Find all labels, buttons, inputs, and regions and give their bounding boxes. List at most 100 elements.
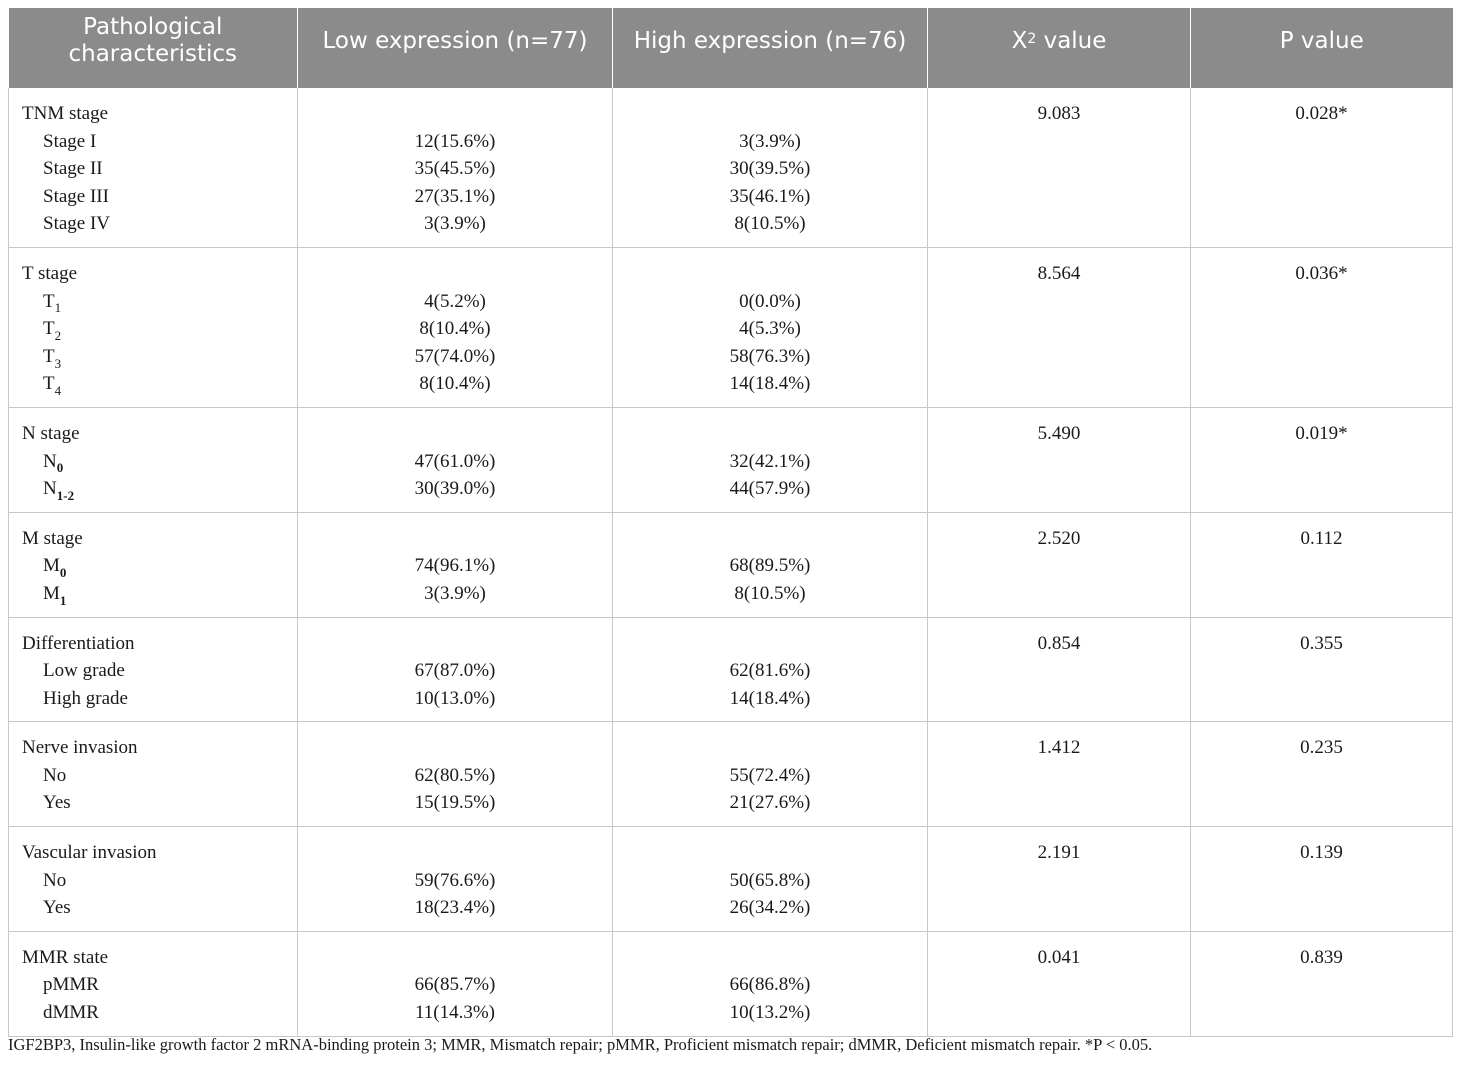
row-label: pMMR (43, 974, 99, 996)
row-label: Yes (43, 792, 71, 814)
row-label: T1 (43, 290, 62, 316)
low-expression-value: 4(5.2%) (424, 290, 486, 312)
low-expression-value: 3(3.9%) (424, 582, 486, 604)
high-expression-value: 14(18.4%) (729, 373, 811, 395)
low-expression-value: 66(85.7%) (414, 974, 496, 996)
high-expression-value: 62(81.6%) (729, 660, 811, 682)
low-expression-value: 67(87.0%) (414, 660, 496, 682)
low-expression-value: 8(10.4%) (419, 373, 491, 395)
table-group-row: Differentiation Low grade High grade 67(87.… (8, 617, 1453, 723)
low-expression-cell: 59(76.6%) 18(23.4%) (297, 826, 613, 932)
table-container: Pathological characteristics Low express… (8, 8, 1453, 1037)
high-expression-value: 14(18.4%) (729, 687, 811, 709)
high-expression-value: 50(65.8%) (729, 869, 811, 891)
low-expression-value: 27(35.1%) (414, 185, 496, 207)
row-label: Low grade (43, 660, 125, 682)
row-label: High grade (43, 687, 128, 709)
table-group-row: MMR state pMMR dMMR 66(85.7%) 11(14.3%) 66(86… (8, 931, 1453, 1037)
low-expression-value: 47(61.0%) (414, 450, 496, 472)
group-title: TNM stage (22, 103, 109, 124)
row-label: T2 (43, 318, 62, 343)
low-expression-value: 59(76.6%) (414, 869, 496, 891)
p-value: 0.112 (1190, 512, 1453, 618)
low-expression-cell: 62(80.5%) 15(19.5%) (297, 721, 613, 828)
table-group-row: M stage M0 M1 74(96.1%) 3(3.9%) 68(89.5%) 8(10… (8, 512, 1453, 618)
high-expression-value: 30(39.5%) (729, 158, 811, 180)
group-title: Differentiation (22, 632, 135, 654)
chi-square-value: 5.490 (927, 407, 1191, 513)
high-expression-value: 55(72.4%) (729, 764, 811, 786)
high-expression-cell: 50(65.8%) 26(34.2%) (612, 826, 928, 932)
group-label-cell: T stage T1 T2 T3 T4 (8, 247, 298, 408)
low-expression-value: 57(74.0%) (414, 345, 496, 367)
high-expression-value: 35(46.1%) (729, 185, 811, 207)
group-label-cell: N stage N0 N1-2 (8, 407, 298, 513)
header-pathological-characteristics: Pathological characteristics (8, 8, 298, 88)
row-label: Stage IV (43, 213, 111, 235)
high-expression-value: 58(76.3%) (729, 345, 811, 367)
low-expression-value: 18(23.4%) (414, 897, 496, 919)
low-expression-value: 15(19.5%) (414, 792, 496, 814)
group-title: N stage (22, 422, 80, 444)
table-group-row: T stage T1 T2 T3 T4 4(5.2%) 8(10.4%) 57(74.0%) 8… (8, 247, 1453, 408)
header-chi-square-value: X2 value (927, 8, 1191, 88)
low-expression-cell: 67(87.0%) 10(13.0%) (297, 617, 613, 723)
row-label: T4 (43, 373, 62, 399)
header-p-value: P value (1190, 8, 1453, 88)
row-label: dMMR (43, 1002, 99, 1024)
p-value: 0.036* (1190, 247, 1453, 408)
table-group-row: TNM stage Stage I Stage II Stage III Stage I… (8, 88, 1453, 248)
low-expression-value: 12(15.6%) (414, 130, 496, 152)
low-expression-cell: 74(96.1%) 3(3.9%) (297, 512, 613, 618)
row-label: M1 (43, 582, 67, 608)
group-label-cell: M stage M0 M1 (8, 512, 298, 618)
high-expression-value: 44(57.9%) (729, 478, 811, 500)
chi-square-value: 2.520 (927, 512, 1191, 618)
group-label-cell: Differentiation Low grade High grade (8, 617, 298, 723)
low-expression-value: 10(13.0%) (414, 687, 496, 709)
high-expression-value: 0(0.0%) (739, 290, 801, 312)
high-expression-cell: 55(72.4%) 21(27.6%) (612, 721, 928, 828)
chi-square-value: 0.041 (927, 931, 1191, 1037)
table-footnote: IGF2BP3, Insulin-like growth factor 2 mR… (8, 1035, 1153, 1054)
low-expression-value: 11(14.3%) (414, 1002, 496, 1024)
high-expression-value: 21(27.6%) (729, 792, 811, 814)
table-header-row: Pathological characteristics Low express… (8, 8, 1453, 88)
group-label-cell: Nerve invasion No Yes (8, 721, 298, 828)
low-expression-value: 3(3.9%) (424, 213, 486, 235)
pathology-table: Pathological characteristics Low express… (8, 8, 1453, 1037)
chi-square-value: 9.083 (927, 88, 1191, 248)
p-value: 0.235 (1190, 721, 1453, 828)
table-group-row: N stage N0 N1-2 47(61.0%) 30(39.0%) 32(42.1%)… (8, 407, 1453, 513)
group-title: Nerve invasion (22, 737, 138, 759)
group-label-cell: Vascular invasion No Yes (8, 826, 298, 932)
group-label-cell: TNM stage Stage I Stage II Stage III Stage I… (8, 88, 298, 248)
table-group-row: Nerve invasion No Yes 62(80.5%) 15(19.5%) 55(… (8, 721, 1453, 828)
row-label: No (43, 764, 67, 786)
low-expression-cell: 12(15.6%) 35(45.5%) 27(35.1%) 3(3.9%) (297, 88, 613, 248)
high-expression-value: 26(34.2%) (729, 897, 811, 919)
chi-square-value: 2.191 (927, 826, 1191, 932)
row-label: T3 (43, 345, 62, 371)
header-low-expression: Low expression (n=77) (297, 8, 613, 88)
group-title: T stage (22, 262, 78, 284)
group-title: MMR state (22, 946, 109, 968)
p-value: 0.839 (1190, 931, 1453, 1037)
high-expression-cell: 3(3.9%) 30(39.5%) 35(46.1%) 8(10.5%) (612, 88, 928, 248)
row-label: Yes (43, 897, 71, 919)
high-expression-value: 8(10.5%) (734, 582, 806, 604)
low-expression-value: 74(96.1%) (414, 555, 496, 577)
low-expression-cell: 47(61.0%) 30(39.0%) (297, 407, 613, 513)
low-expression-value: 35(45.5%) (414, 158, 496, 180)
high-expression-value: 4(5.3%) (739, 318, 801, 340)
row-label: Stage II (43, 158, 103, 180)
table-group-row: Vascular invasion No Yes 59(76.6%) 18(23.4%)… (8, 826, 1453, 932)
header-high-expression: High expression (n=76) (612, 8, 928, 88)
high-expression-value: 10(13.2%) (729, 1002, 811, 1024)
p-value: 0.139 (1190, 826, 1453, 932)
low-expression-value: 62(80.5%) (414, 764, 496, 786)
low-expression-cell: 66(85.7%) 11(14.3%) (297, 931, 613, 1037)
low-expression-cell: 4(5.2%) 8(10.4%) 57(74.0%) 8(10.4%) (297, 247, 613, 408)
row-label: N0 (43, 450, 64, 476)
high-expression-value: 32(42.1%) (729, 450, 811, 472)
